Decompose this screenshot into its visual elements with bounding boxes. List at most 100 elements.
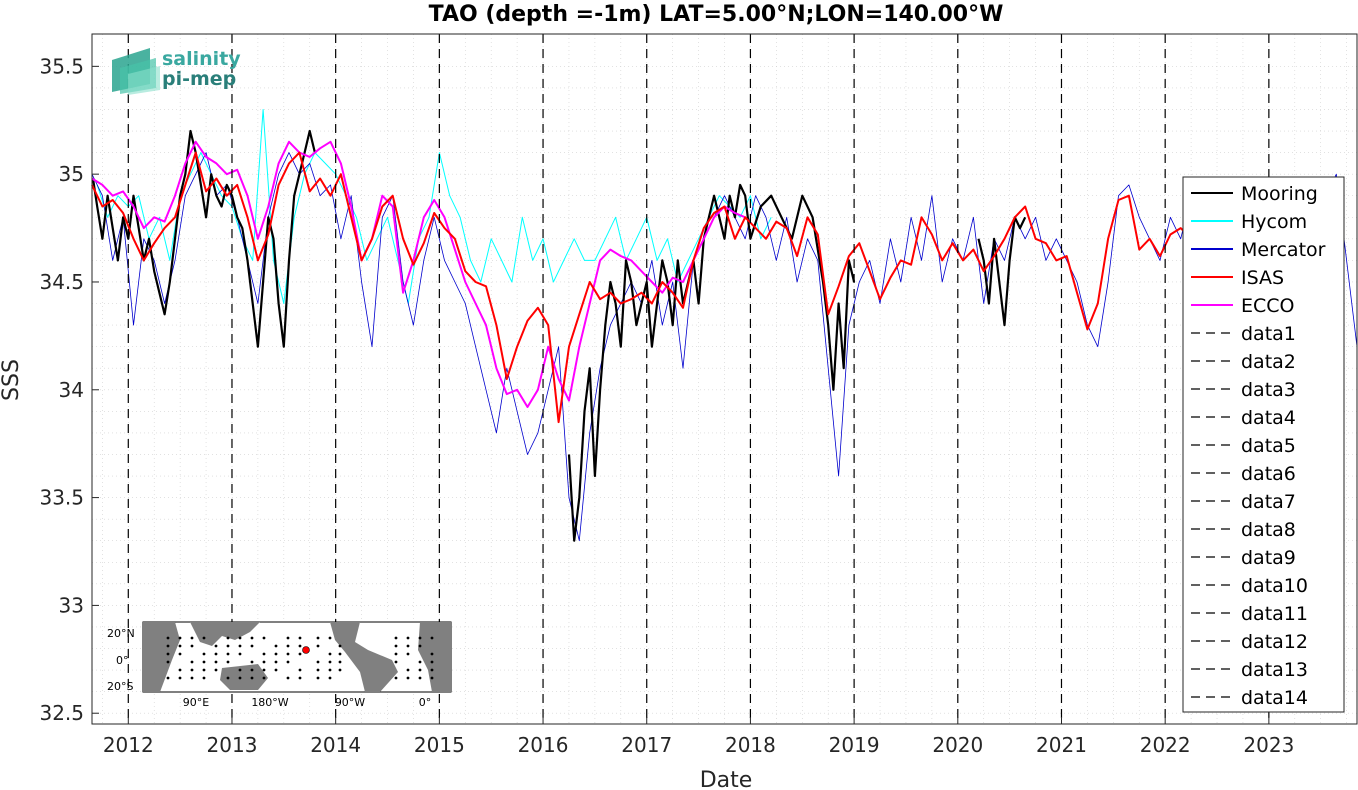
legend-label: data4 xyxy=(1241,407,1296,429)
legend-label: data6 xyxy=(1241,463,1296,485)
mooring-dot xyxy=(214,660,218,664)
logo-line1: salinity xyxy=(162,48,241,70)
mooring-dot xyxy=(238,676,242,680)
mooring-dot xyxy=(190,676,194,680)
mooring-dot xyxy=(202,668,206,672)
mooring-dot xyxy=(394,676,398,680)
x-tick-label: 2015 xyxy=(414,733,465,757)
mooring-dot xyxy=(166,636,170,640)
mooring-dot xyxy=(286,644,290,648)
mooring-dot xyxy=(274,644,278,648)
mooring-dot xyxy=(202,636,206,640)
mooring-dot xyxy=(214,644,218,648)
mooring-dot xyxy=(226,636,230,640)
map-lat-label: 20°N xyxy=(107,627,135,640)
mooring-dot xyxy=(250,644,254,648)
mooring-dot xyxy=(298,636,302,640)
y-tick-label: 35.5 xyxy=(39,54,84,78)
series-hycom-line xyxy=(96,109,772,304)
x-tick-label: 2021 xyxy=(1036,733,1087,757)
mooring-dot xyxy=(418,636,422,640)
legend: Mooring Hycom Mercator ISAS ECCO data1 data2 da… xyxy=(1182,176,1345,713)
mooring-dot xyxy=(430,636,434,640)
mooring-dot xyxy=(238,652,242,656)
legend-label: data9 xyxy=(1241,547,1296,569)
x-tick-label: 2014 xyxy=(310,733,361,757)
legend-label: Hycom xyxy=(1241,211,1307,233)
x-tick-label: 2013 xyxy=(207,733,258,757)
legend-label: data14 xyxy=(1241,687,1308,709)
mooring-dot xyxy=(226,676,230,680)
mooring-dot xyxy=(328,652,332,656)
mooring-dot xyxy=(338,652,342,656)
map-land-asia xyxy=(190,622,260,646)
mooring-dot xyxy=(250,668,254,672)
mooring-dot xyxy=(274,668,278,672)
legend-label: data5 xyxy=(1241,435,1296,457)
mooring-dot xyxy=(316,644,320,648)
mooring-dot xyxy=(214,652,218,656)
x-tick-label: 2020 xyxy=(932,733,983,757)
y-tick-label: 32.5 xyxy=(39,701,84,725)
chart-title: TAO (depth =-1m) LAT=5.00°N;LON=140.00°W xyxy=(429,2,1004,27)
map-lon-label: 0° xyxy=(419,696,432,709)
mooring-dot xyxy=(202,660,206,664)
mooring-dot xyxy=(316,636,320,640)
mooring-dot xyxy=(406,652,410,656)
mooring-dot xyxy=(338,668,342,672)
mooring-dot xyxy=(238,668,242,672)
mooring-dot xyxy=(430,668,434,672)
mooring-dot xyxy=(262,668,266,672)
mooring-dot xyxy=(338,660,342,664)
legend-label: ECCO xyxy=(1241,295,1295,317)
map-land-africa xyxy=(143,622,180,692)
x-tick-label: 2016 xyxy=(518,733,569,757)
mooring-dot xyxy=(226,644,230,648)
legend-label: data7 xyxy=(1241,491,1296,513)
mooring-dot xyxy=(190,660,194,664)
y-tick-label: 34.5 xyxy=(39,270,84,294)
mooring-dot xyxy=(274,660,278,664)
y-ticks: 32.5 33 33.5 34 34.5 35 35.5 xyxy=(39,54,99,725)
mooring-dot xyxy=(328,636,332,640)
mooring-dot xyxy=(338,644,342,648)
mooring-dot xyxy=(316,668,320,672)
mooring-dot xyxy=(226,660,230,664)
series-isas-line xyxy=(91,151,1192,424)
mooring-dot xyxy=(178,636,182,640)
mooring-dot xyxy=(394,636,398,640)
mooring-dot xyxy=(250,636,254,640)
x-tick-label: 2017 xyxy=(621,733,672,757)
mooring-dot xyxy=(226,652,230,656)
map-lat-label: 0° xyxy=(116,654,129,667)
mooring-dot xyxy=(238,636,242,640)
map-land-europe-africa-east xyxy=(418,622,451,692)
legend-label: ISAS xyxy=(1241,267,1284,289)
series-mercator-line xyxy=(91,152,1358,542)
mooring-dot xyxy=(202,676,206,680)
mooring-dot xyxy=(274,652,278,656)
x-tick-label: 2022 xyxy=(1140,733,1191,757)
y-axis-label: SSS xyxy=(0,359,24,401)
series-ecco-line xyxy=(91,140,746,408)
mooring-dot xyxy=(286,652,290,656)
mooring-dot xyxy=(178,668,182,672)
legend-label: data2 xyxy=(1241,351,1296,373)
mooring-dot xyxy=(190,636,194,640)
mooring-dot xyxy=(202,652,206,656)
legend-label: data11 xyxy=(1241,603,1308,625)
mooring-dot xyxy=(166,660,170,664)
mooring-dot xyxy=(394,660,398,664)
mooring-dot xyxy=(286,636,290,640)
y-tick-label: 33 xyxy=(59,593,84,617)
legend-label: data10 xyxy=(1241,575,1308,597)
mooring-dot xyxy=(178,644,182,648)
mooring-dot xyxy=(250,660,254,664)
mooring-dot xyxy=(298,668,302,672)
mooring-dot xyxy=(178,676,182,680)
mooring-dot xyxy=(406,668,410,672)
mooring-dot xyxy=(316,676,320,680)
mooring-dot xyxy=(394,652,398,656)
mooring-dot xyxy=(328,660,332,664)
